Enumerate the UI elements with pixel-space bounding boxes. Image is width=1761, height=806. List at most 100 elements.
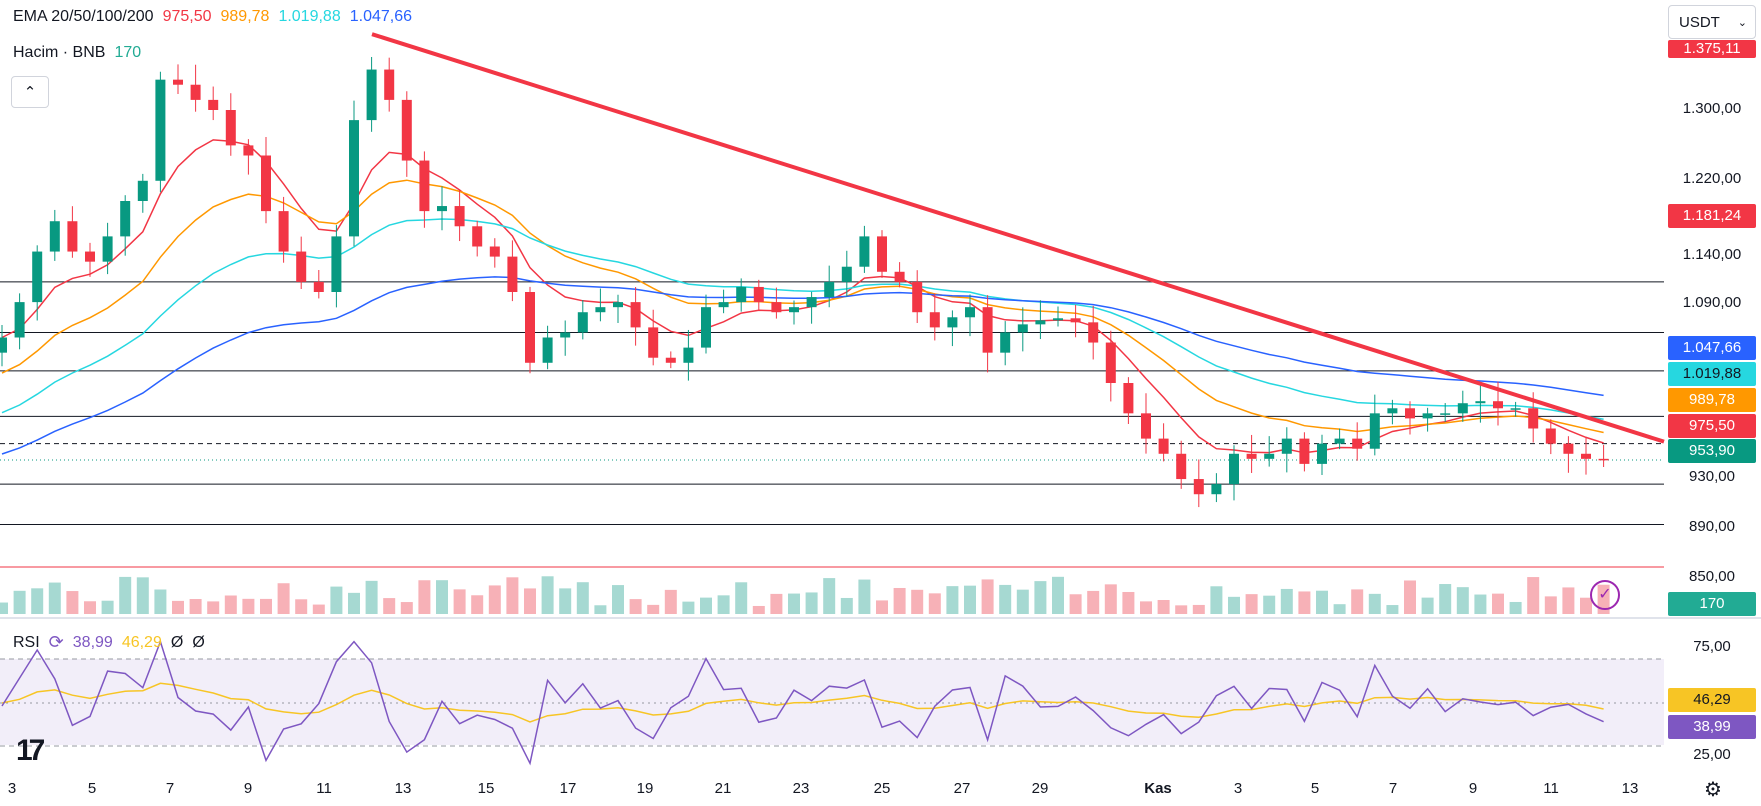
candle: [472, 226, 483, 247]
volume-bar: [752, 605, 765, 614]
candle: [366, 69, 377, 121]
volume-bar: [154, 589, 167, 614]
volume-bar: [242, 598, 255, 614]
candle: [1123, 383, 1134, 414]
currency-select[interactable]: USDT ⌄: [1668, 5, 1756, 39]
ema-label: EMA 20/50/100/200: [13, 8, 154, 25]
volume-bar: [101, 600, 114, 614]
date-tick: 7: [165, 780, 175, 797]
axis-tick: 850,00: [1689, 568, 1735, 585]
volume-bar: [788, 593, 800, 614]
candle: [313, 281, 324, 292]
volume-bar: [999, 584, 1012, 614]
candle: [894, 271, 905, 282]
candle: [1299, 438, 1310, 464]
volume-bar: [576, 582, 589, 614]
volume-label: Hacim · BNB: [13, 44, 106, 61]
rsi-legend[interactable]: RSI ⟳ 38,99 46,29 Ø Ø: [13, 632, 205, 653]
candle: [278, 211, 289, 252]
candle: [982, 307, 993, 353]
volume-bar: [1474, 594, 1487, 614]
volume-bar: [1316, 590, 1328, 614]
volume-bar: [1052, 576, 1064, 614]
collapse-legend-button[interactable]: ⌃: [11, 76, 49, 108]
candle: [1440, 413, 1451, 415]
volume-bar: [260, 598, 272, 614]
volume-bar: [330, 586, 343, 614]
candle: [1317, 443, 1327, 464]
volume-bar: [717, 595, 730, 614]
volume-bar: [1404, 580, 1416, 614]
candle: [1387, 408, 1398, 414]
candle: [1141, 413, 1151, 439]
candle: [32, 251, 43, 303]
rsi-ma-line: [1, 682, 1604, 723]
volume-bar: [506, 577, 519, 614]
candle: [1475, 401, 1486, 404]
axis-tick: 1.300,00: [1682, 100, 1742, 117]
volume-bar: [224, 595, 237, 614]
date-tick: 3: [1233, 780, 1243, 797]
date-tick: 21: [714, 780, 732, 797]
volume-bar: [1492, 593, 1504, 614]
candle: [1053, 318, 1063, 321]
candle: [507, 256, 518, 292]
date-tick: 25: [873, 780, 891, 797]
candle: [560, 332, 571, 338]
candle: [1000, 332, 1011, 353]
candle: [595, 307, 606, 313]
date-tick: 23: [792, 780, 810, 797]
candle: [648, 327, 659, 358]
axis-tick: 1.140,00: [1682, 246, 1742, 263]
volume-bar: [1069, 594, 1082, 614]
volume-bar: [1157, 599, 1170, 614]
lightning-icon[interactable]: ✓: [1590, 580, 1620, 610]
refresh-icon[interactable]: ⟳: [48, 632, 64, 652]
candle: [841, 266, 852, 282]
candle: [1281, 438, 1292, 454]
volume-bar: [400, 602, 413, 614]
volume-bar: [207, 601, 220, 614]
volume-bar: [629, 599, 642, 614]
candle: [85, 251, 95, 262]
candle: [736, 286, 747, 303]
candle: [1545, 428, 1556, 444]
candle: [67, 221, 78, 252]
candle: [877, 236, 887, 272]
volume-bar: [365, 580, 378, 614]
candle: [1581, 453, 1591, 459]
date-tick: 11: [1543, 780, 1559, 797]
volume-bar: [189, 599, 202, 614]
date-tick: 11: [316, 780, 332, 797]
rsi-band: [0, 659, 1664, 745]
volume-legend[interactable]: Hacim · BNB 170: [13, 44, 141, 62]
volume-bar: [823, 578, 836, 614]
candle: [349, 120, 359, 237]
candle: [1264, 453, 1275, 459]
date-tick: 7: [1388, 780, 1398, 797]
candle: [1334, 438, 1345, 444]
candle: [1352, 438, 1363, 449]
candle: [929, 312, 940, 328]
date-tick: 3: [7, 780, 17, 797]
candle: [859, 236, 870, 267]
volume-bar: [1245, 594, 1258, 614]
candle: [1193, 479, 1204, 495]
candle: [753, 286, 764, 303]
ema-line: [1, 218, 1604, 421]
date-tick: 13: [1621, 780, 1639, 797]
settings-icon[interactable]: ⚙: [1704, 779, 1722, 801]
ema-legend[interactable]: EMA 20/50/100/200 975,50 989,78 1.019,88…: [13, 8, 412, 26]
candle: [155, 79, 166, 181]
tradingview-logo: 17: [16, 734, 45, 767]
ema20-price-label: 975,50: [1668, 414, 1756, 438]
candle: [384, 69, 395, 100]
candle: [102, 236, 113, 262]
volume-bar: [647, 604, 660, 614]
volume-bar: [964, 585, 976, 614]
rsi-axis-upper: 75,00: [1693, 638, 1731, 655]
volume-bar: [1439, 584, 1452, 614]
candle: [630, 302, 641, 328]
volume-bar: [172, 600, 184, 614]
